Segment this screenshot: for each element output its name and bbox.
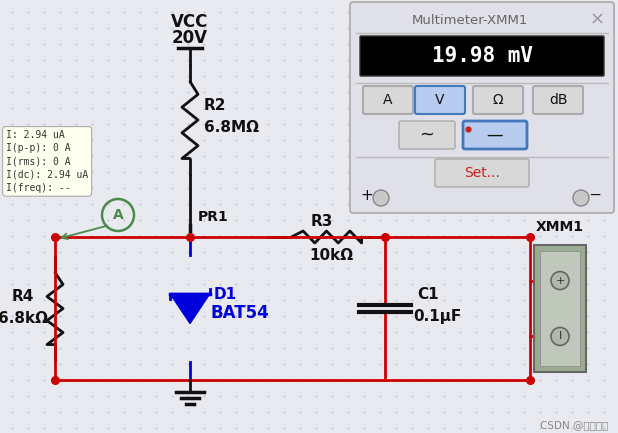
FancyBboxPatch shape (540, 251, 580, 366)
Text: VCC: VCC (171, 13, 209, 31)
Text: 6.8MΩ: 6.8MΩ (204, 120, 259, 135)
Text: 19.98 mV: 19.98 mV (431, 46, 533, 66)
Text: Set...: Set... (464, 166, 500, 180)
Text: ×: × (590, 11, 604, 29)
FancyBboxPatch shape (534, 245, 586, 372)
Circle shape (551, 327, 569, 346)
Polygon shape (170, 294, 210, 323)
Text: D1: D1 (214, 287, 237, 302)
Text: A: A (383, 93, 393, 107)
Circle shape (373, 190, 389, 206)
Text: 20V: 20V (172, 29, 208, 47)
Text: 10kΩ: 10kΩ (310, 248, 353, 262)
FancyBboxPatch shape (463, 121, 527, 149)
Text: XMM1: XMM1 (536, 220, 584, 234)
FancyBboxPatch shape (415, 86, 465, 114)
Text: R4: R4 (12, 289, 34, 304)
Text: PR1: PR1 (198, 210, 229, 224)
Text: I: I (559, 331, 562, 342)
Text: BAT54: BAT54 (210, 304, 269, 323)
Text: A: A (112, 208, 124, 222)
Text: +: + (361, 187, 373, 203)
Circle shape (573, 190, 589, 206)
Text: dB: dB (549, 93, 567, 107)
Text: Ω: Ω (493, 93, 503, 107)
FancyBboxPatch shape (473, 86, 523, 114)
FancyBboxPatch shape (350, 2, 614, 213)
FancyBboxPatch shape (360, 36, 604, 76)
FancyBboxPatch shape (435, 159, 529, 187)
Text: 6.8kΩ: 6.8kΩ (0, 311, 48, 326)
Circle shape (551, 271, 569, 290)
Text: R3: R3 (310, 213, 332, 229)
Text: C1: C1 (417, 287, 439, 302)
FancyBboxPatch shape (399, 121, 455, 149)
Text: ~: ~ (420, 126, 434, 144)
Text: Multimeter-XMM1: Multimeter-XMM1 (412, 14, 528, 28)
FancyBboxPatch shape (533, 86, 583, 114)
Text: I: 2.94 uA
I(p-p): 0 A
I(rms): 0 A
I(dc): 2.94 uA
I(freq): --: I: 2.94 uA I(p-p): 0 A I(rms): 0 A I(dc)… (6, 130, 88, 193)
Text: CSDN @逝雪无痕: CSDN @逝雪无痕 (540, 420, 608, 430)
Text: R2: R2 (204, 97, 227, 113)
Text: 0.1μF: 0.1μF (413, 309, 461, 324)
Text: +: + (556, 275, 565, 285)
Text: ─: ─ (590, 187, 599, 203)
Text: V: V (435, 93, 445, 107)
FancyBboxPatch shape (363, 86, 413, 114)
Text: —: — (487, 126, 503, 144)
